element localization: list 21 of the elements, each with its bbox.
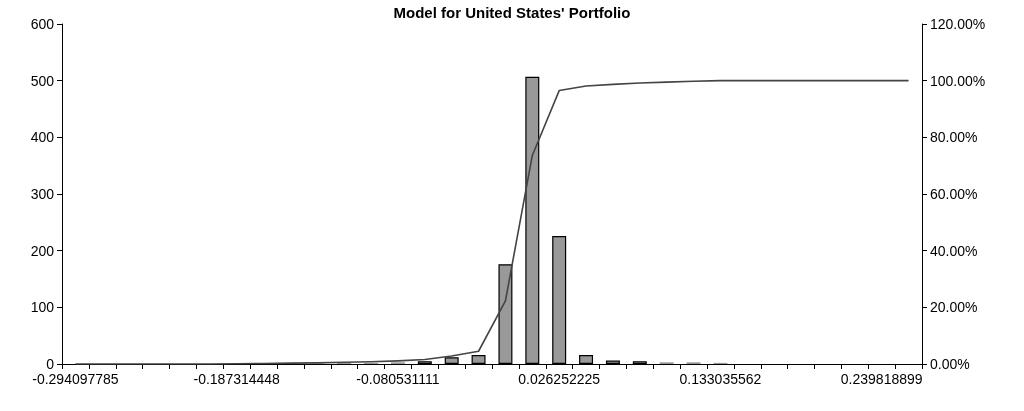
x-tick-label: -0.294097785 — [32, 371, 119, 387]
y-tick-label: 500 — [30, 72, 55, 89]
y2-tick-label: 120.00% — [930, 16, 986, 32]
y-tick-label: 100 — [30, 299, 55, 316]
chart-title: Model for United States' Portfolio — [393, 4, 631, 21]
y-tick-label: 200 — [30, 242, 55, 259]
y2-tick-label: 40.00% — [930, 242, 978, 259]
x-tick-label: -0.187314448 — [193, 371, 281, 387]
y-tick-label: 0 — [46, 356, 55, 372]
y-tick-label: 400 — [30, 129, 55, 146]
x-tick-label: -0.080531111 — [356, 371, 440, 387]
y-tick-label: 300 — [30, 186, 55, 202]
y2-tick-label: 60.00% — [930, 186, 978, 202]
y2-tick-label: 80.00% — [930, 129, 978, 146]
y2-tick-label: 100.00% — [930, 72, 986, 89]
x-tick-label: 0.239818899 — [840, 371, 923, 387]
x-tick-label: 0.026252225 — [518, 371, 601, 387]
y2-tick-label: 20.00% — [930, 299, 978, 316]
y2-tick-label: 0.00% — [930, 356, 970, 372]
y-tick-label: 600 — [30, 16, 55, 32]
x-tick-label: 0.133035562 — [679, 371, 762, 387]
